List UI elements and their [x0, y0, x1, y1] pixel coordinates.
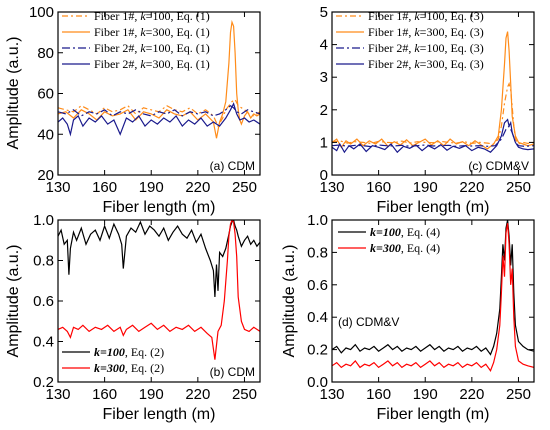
- series-line-3: [332, 125, 534, 148]
- y-tick-label: 40: [37, 126, 54, 143]
- x-tick-label: 250: [506, 179, 531, 196]
- x-tick-label: 250: [232, 386, 257, 403]
- panel-2: 130 160 190 220 250 0 1 2 3 4 5 Fiber length (m) (c)…: [319, 4, 535, 216]
- y-tick-label: 0.2: [307, 342, 328, 359]
- y-tick-label: 20: [37, 167, 54, 184]
- series-line-4: [58, 102, 260, 137]
- legend-entry: Fiber 1#, k=300, Eq. (3): [368, 25, 484, 39]
- legend: Fiber 1#, k=100, Eq. (3) Fiber 1#, k=300,…: [336, 9, 484, 71]
- legend-entry: k=300, Eq. (2): [94, 361, 164, 375]
- panel-label: (c) CDM&V: [468, 159, 529, 173]
- plot-frame: [331, 11, 535, 176]
- y-tick-label: 0.0: [307, 374, 328, 391]
- series-line-4: [332, 118, 534, 154]
- y-tick-label: 0.4: [307, 309, 328, 326]
- y-tick-label: 0.6: [33, 293, 54, 310]
- legend-entry: Fiber 2#, k=300, Eq. (1): [94, 57, 210, 71]
- y-tick-label: 1.0: [307, 212, 328, 229]
- x-tick-label: 190: [139, 179, 164, 196]
- x-axis-label: Fiber length (m): [103, 406, 216, 423]
- y-axis-label: Amplitude (a.u.): [281, 245, 298, 358]
- panel-1: 130 160 190 220 250 20 40 60 80 100 Fiber length (…: [5, 4, 261, 216]
- y-tick-label: 5: [320, 4, 328, 21]
- x-tick-label: 220: [459, 386, 484, 403]
- legend-entry: Fiber 1#, k=100, Eq. (1): [94, 9, 210, 23]
- y-tick-label: 60: [37, 86, 54, 103]
- x-tick-label: 130: [319, 386, 344, 403]
- legend-entry: Fiber 2#, k=100, Eq. (3): [368, 41, 484, 55]
- y-tick-label: 0.6: [307, 277, 328, 294]
- x-tick-label: 160: [92, 386, 117, 403]
- y-tick-label: 4: [320, 37, 328, 54]
- series-line-1: [332, 81, 534, 145]
- y-tick-label: 0.4: [33, 334, 54, 351]
- x-tick-label: 130: [45, 179, 70, 196]
- x-axis-label: Fiber length (m): [377, 406, 490, 423]
- x-tick-label: 220: [185, 386, 210, 403]
- x-tick-label: 160: [366, 179, 391, 196]
- legend: Fiber 1#, k=100, Eq. (1) Fiber 1#, k=300,…: [62, 9, 210, 71]
- y-tick-label: 3: [320, 69, 328, 86]
- panel-3: 130 160 190 220 250 0.2 0.4 0.6 0.8 1.0 Fiber leng…: [5, 212, 261, 423]
- y-tick-label: 2: [320, 102, 328, 119]
- x-axis-label: Fiber length (m): [103, 199, 216, 216]
- panel-label: (d) CDM&V: [338, 315, 399, 329]
- legend-entry: Fiber 2#, k=300, Eq. (3): [368, 57, 484, 71]
- y-tick-label: 0.8: [33, 253, 54, 270]
- x-tick-label: 130: [319, 179, 344, 196]
- series-line-2: [332, 223, 534, 372]
- y-tick-label: 100: [29, 4, 54, 21]
- x-tick-label: 220: [185, 179, 210, 196]
- panel-4: 130 160 190 220 250 0.0 0.2 0.4 0.6 0.8 1.0 Fiber l…: [281, 212, 535, 423]
- panel-label: (a) CDM: [210, 159, 255, 173]
- x-tick-label: 220: [459, 179, 484, 196]
- series-line-2: [58, 220, 260, 360]
- x-axis-label: Fiber length (m): [377, 199, 490, 216]
- series-line-2: [332, 31, 534, 150]
- series-line-2: [58, 19, 260, 139]
- y-tick-label: 80: [37, 45, 54, 62]
- x-tick-label: 190: [139, 386, 164, 403]
- y-tick-label: 0: [320, 167, 328, 184]
- y-tick-label: 0.2: [33, 374, 54, 391]
- panel-label: (b) CDM: [210, 365, 255, 379]
- legend-entry: Fiber 2#, k=100, Eq. (1): [94, 41, 210, 55]
- legend: k=100, Eq. (2) k=300, Eq. (2): [62, 345, 164, 375]
- plot-frame: [331, 219, 535, 383]
- x-tick-label: 190: [413, 179, 438, 196]
- y-tick-label: 1.0: [33, 212, 54, 229]
- legend-entry: k=100, Eq. (2): [94, 345, 164, 359]
- y-axis-label: Amplitude (a.u.): [5, 37, 22, 150]
- x-tick-label: 250: [232, 179, 257, 196]
- legend-entry: Fiber 1#, k=300, Eq. (1): [94, 25, 210, 39]
- legend-entry: k=100, Eq. (4): [370, 225, 440, 239]
- x-tick-label: 130: [45, 386, 70, 403]
- x-tick-label: 190: [413, 386, 438, 403]
- y-tick-label: 0.8: [307, 244, 328, 261]
- x-tick-label: 250: [506, 386, 531, 403]
- y-tick-label: 1: [320, 134, 328, 151]
- series-line-3: [58, 104, 260, 117]
- legend: k=100, Eq. (4) k=300, Eq. (4): [338, 225, 440, 255]
- y-axis-label: Amplitude (a.u.): [5, 245, 22, 358]
- legend-entry: Fiber 1#, k=100, Eq. (3): [368, 9, 484, 23]
- legend-entry: k=300, Eq. (4): [370, 241, 440, 255]
- x-tick-label: 160: [366, 386, 391, 403]
- x-tick-label: 160: [92, 179, 117, 196]
